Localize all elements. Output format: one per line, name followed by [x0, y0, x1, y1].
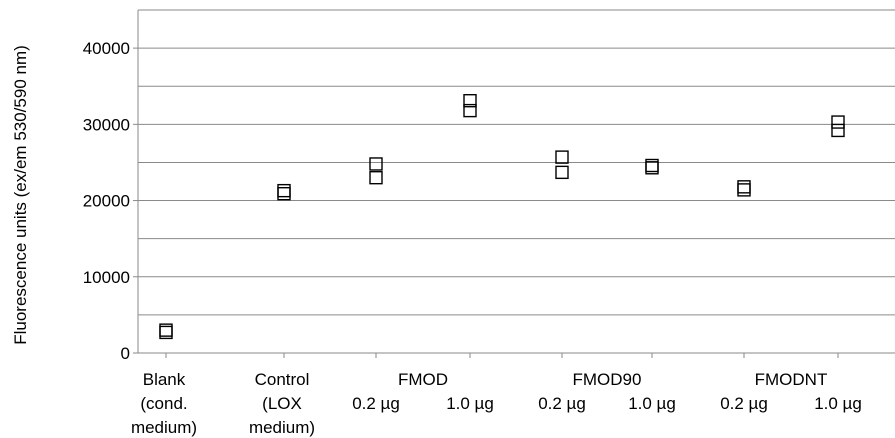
- y-tick-label: 0: [121, 344, 130, 363]
- data-point: [555, 150, 569, 164]
- x-group-labels: FMOD FMOD90 FMODNT: [398, 370, 827, 389]
- y-axis-label: Fluorescence units (ex/em 530/590 nm): [11, 45, 30, 345]
- data-point: [737, 180, 751, 194]
- data-point: [277, 183, 291, 198]
- x-category-label: (cond.: [140, 394, 187, 413]
- data-point: [831, 123, 845, 138]
- x-category-labels: Blank (cond. medium) Control (LOX medium) 0.2 …: [131, 370, 862, 437]
- data-points: [159, 94, 845, 340]
- data-point: [463, 94, 477, 108]
- x-category-label: 0.2 µg: [720, 394, 768, 413]
- x-group-label: FMOD90: [573, 370, 642, 389]
- x-category-label: 0.2 µg: [352, 394, 400, 413]
- x-category-label: Control: [255, 370, 310, 389]
- x-category-label: 1.0 µg: [628, 394, 676, 413]
- y-tick-label: 10000: [83, 268, 130, 287]
- x-group-label: FMOD: [398, 370, 448, 389]
- data-point: [277, 186, 291, 201]
- data-point: [369, 170, 383, 185]
- x-group-label: FMODNT: [755, 370, 828, 389]
- y-tick-label: 20000: [83, 192, 130, 211]
- x-category-label: medium): [131, 418, 197, 437]
- data-point: [369, 157, 383, 171]
- data-point: [737, 183, 751, 197]
- data-point: [159, 323, 173, 337]
- y-tick-label: 30000: [83, 115, 130, 134]
- x-category-label: 1.0 µg: [814, 394, 862, 413]
- axes: [133, 10, 895, 358]
- x-category-label: 0.2 µg: [538, 394, 586, 413]
- x-category-label: 1.0 µg: [446, 394, 494, 413]
- y-tick-label: 40000: [83, 39, 130, 58]
- data-point: [831, 115, 845, 129]
- y-tick-labels: 0 10000 20000 30000 40000: [83, 39, 130, 363]
- x-category-label: (LOX: [262, 394, 302, 413]
- data-point: [645, 158, 659, 173]
- gridlines: [138, 9, 895, 316]
- x-category-label: Blank: [143, 370, 186, 389]
- x-category-label: medium): [249, 418, 315, 437]
- data-point: [463, 103, 477, 118]
- data-point: [555, 165, 569, 180]
